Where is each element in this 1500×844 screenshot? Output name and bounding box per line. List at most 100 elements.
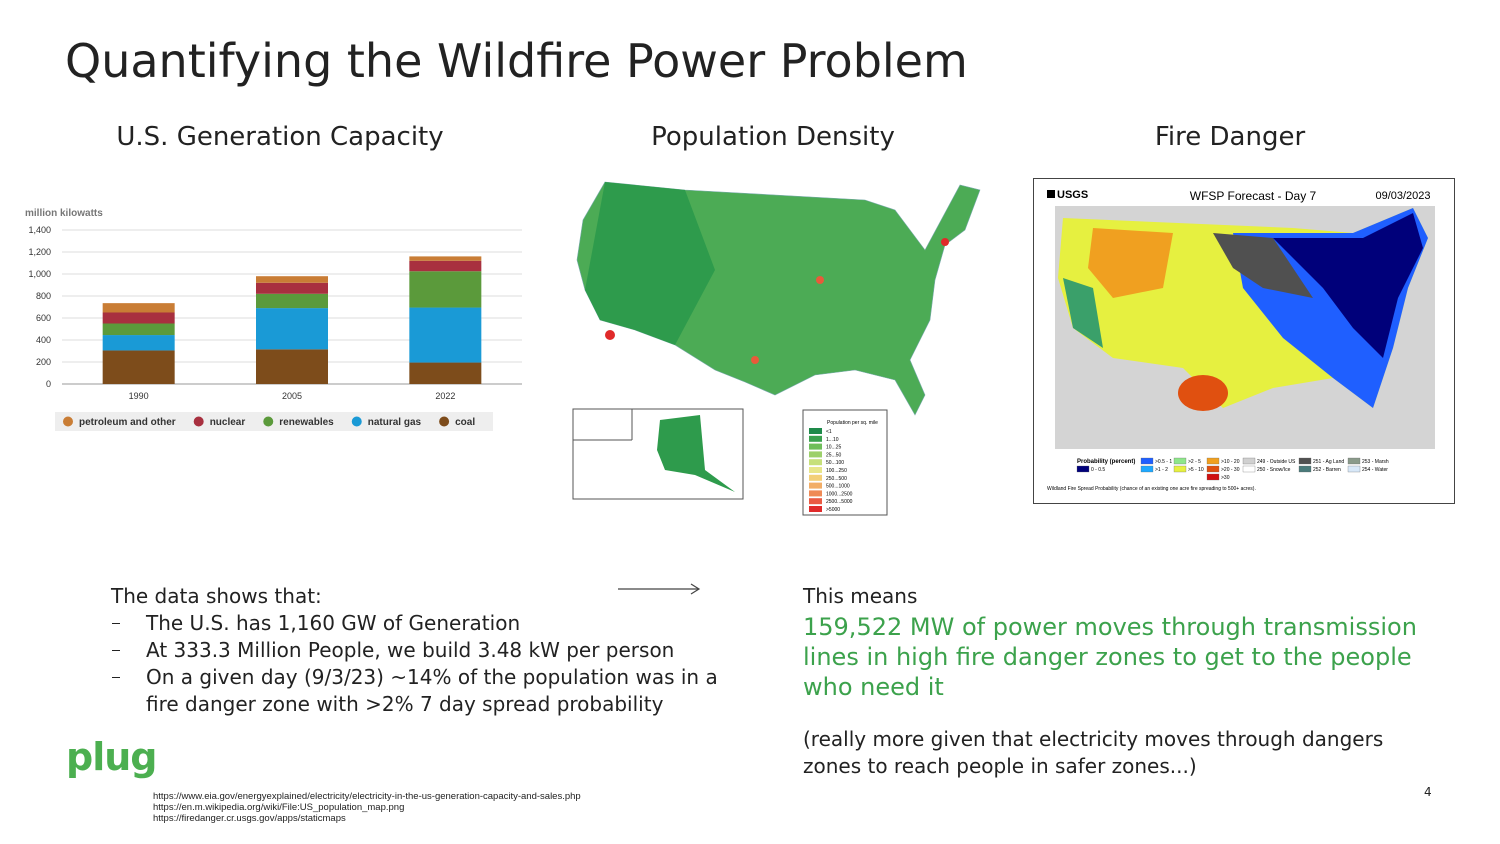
legend-swatch: [809, 451, 822, 458]
legend-marker: [263, 416, 274, 427]
y-tick-label: 200: [36, 357, 51, 367]
legend-label: coal: [455, 417, 475, 428]
bar-segment: [102, 335, 175, 351]
y-tick-label: 800: [36, 291, 51, 301]
legend-title: Population per sq. mile: [827, 420, 878, 426]
fire-map: USGS WFSP Forecast - Day 7 09/03/2023 Pr…: [1033, 178, 1455, 504]
bar-segment: [102, 323, 175, 336]
x-tick-label: 1990: [129, 391, 149, 401]
findings-heading: The data shows that:: [111, 584, 322, 608]
legend-label: >10 - 20: [1221, 459, 1240, 465]
city: [816, 276, 824, 284]
city: [605, 330, 615, 340]
map-zone: [1178, 375, 1228, 411]
legend-label: 250...500: [826, 476, 847, 482]
legend-swatch: [1347, 457, 1361, 465]
legend-swatch: [809, 428, 822, 434]
legend-label: >1 - 2: [1155, 467, 1168, 473]
bar-segment: [102, 350, 175, 384]
x-tick-label: 2005: [282, 391, 302, 401]
legend-label: 100...250: [826, 468, 847, 474]
legend-label: 251 - Ag Land: [1313, 459, 1344, 465]
panel-title: U.S. Generation Capacity: [116, 122, 444, 152]
legend-label: 2500...5000: [826, 499, 853, 505]
page-number: 4: [1424, 785, 1432, 799]
conclusion-lead: This means: [803, 584, 918, 608]
legend-label: 252 - Barren: [1313, 467, 1341, 473]
bar-segment: [256, 276, 328, 283]
legend-marker: [439, 416, 450, 427]
legend-swatch: [1242, 457, 1256, 465]
bar-segment: [409, 307, 482, 363]
y-tick-label: 600: [36, 313, 51, 323]
legend-label: >5000: [826, 507, 840, 513]
city: [751, 356, 759, 364]
bar-segment: [256, 293, 328, 309]
map-date: 09/03/2023: [1375, 190, 1430, 202]
legend-box: [55, 412, 493, 431]
map-zone: [1273, 213, 1423, 358]
y-tick-label: 0: [46, 379, 51, 389]
legend-title: Probability (percent): [1077, 459, 1135, 465]
bar-segment: [409, 260, 482, 272]
legend-swatch: [809, 506, 822, 512]
bar-segment: [256, 308, 328, 350]
bar-segment: [102, 303, 175, 313]
y-tick-label: 1,000: [28, 269, 51, 279]
bar-segment: [409, 271, 482, 308]
findings: The data shows that: The U.S. has 1,160 …: [111, 583, 751, 718]
legend-swatch: [809, 435, 822, 442]
bar-segment: [409, 362, 482, 384]
y-tick-label: 400: [36, 335, 51, 345]
bullet: The U.S. has 1,160 GW of Generation: [112, 610, 751, 637]
legend-swatch: [1140, 457, 1154, 465]
legend-swatch: [1173, 465, 1187, 473]
legend-label: 249 - Outside US: [1257, 459, 1296, 465]
bar-segment: [102, 312, 175, 324]
legend-swatch: [1076, 465, 1090, 473]
inset-frame: [572, 408, 744, 500]
conclusion-highlight: 159,522 MW of power moves through transm…: [803, 613, 1417, 701]
legend-swatch: [1140, 465, 1154, 473]
y-tick-label: 1,400: [28, 225, 51, 235]
legend-swatch: [1347, 465, 1361, 473]
findings-list: The U.S. has 1,160 GW of Generation At 3…: [111, 610, 751, 718]
legend-label: 10...25: [826, 445, 842, 451]
legend-swatch: [809, 459, 822, 466]
conclusion-note: (really more given that electricity move…: [803, 727, 1384, 778]
bar-segment: [256, 349, 328, 384]
usgs-icon: [1047, 190, 1055, 198]
legend-label: nuclear: [210, 417, 246, 428]
legend-label: 50...100: [826, 460, 844, 466]
legend-label: <1: [826, 429, 832, 435]
legend-swatch: [809, 482, 822, 489]
legend-swatch: [1206, 465, 1220, 473]
legend-swatch: [1298, 465, 1312, 473]
legend-label: >20 - 30: [1221, 467, 1240, 473]
bar-segment: [256, 282, 328, 294]
legend-marker: [63, 416, 73, 427]
legend-label: >30: [1221, 475, 1230, 481]
agency: USGS: [1057, 189, 1088, 201]
bullet: On a given day (9/3/23) ~14% of the popu…: [112, 664, 751, 718]
map-zone: [1213, 233, 1313, 298]
legend-swatch: [1206, 473, 1220, 481]
capacity-chart: million kilowatts 0 200 400 600 800 1,000 1,200…: [25, 208, 522, 431]
arrow: [618, 583, 701, 595]
legend-label: 25...50: [826, 452, 842, 458]
city: [941, 238, 949, 246]
map-zone: [1063, 278, 1103, 348]
legend-swatch: [809, 467, 822, 473]
panel-title: Population Density: [651, 122, 895, 152]
map-title: WFSP Forecast - Day 7: [1190, 189, 1317, 203]
bar-segment: [409, 256, 482, 261]
x-tick-label: 2022: [435, 391, 455, 401]
legend-label: 253 - Marsh: [1362, 459, 1389, 465]
population-map: Population per sq. mile<11...1010...2525…: [572, 181, 981, 516]
y-tick-label: 1,200: [28, 247, 51, 257]
legend-label: natural gas: [368, 417, 422, 428]
conclusion: This means 159,522 MW of power moves thr…: [803, 583, 1423, 780]
legend-swatch: [1242, 465, 1256, 473]
legend-swatch: [1298, 457, 1312, 465]
legend-swatch: [809, 443, 822, 450]
